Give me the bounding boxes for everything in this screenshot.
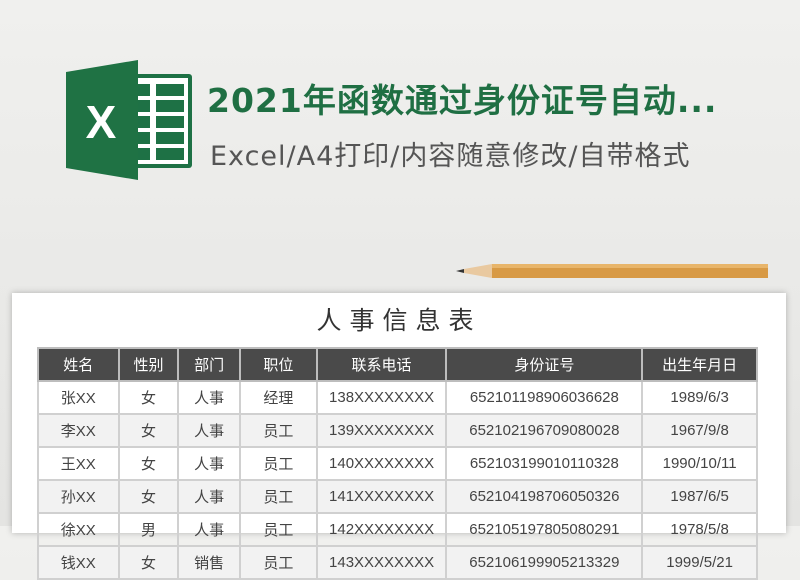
- table-cell: 人事: [177, 413, 242, 448]
- table-cell: 女: [117, 380, 180, 415]
- table-cell: 王XX: [37, 446, 120, 481]
- table-cell: 员工: [239, 446, 318, 481]
- table-cell: 女: [117, 545, 180, 580]
- table-cell: 1999/5/21: [641, 545, 758, 580]
- table-cell: 女: [117, 479, 180, 514]
- table-cell: 1978/5/8: [641, 512, 758, 547]
- table-row: 王XX 女人事 员工 140XXXXXXXX 652103199010110328 199…: [37, 446, 758, 481]
- table-cell: 1989/6/3: [641, 380, 758, 415]
- sheet-title: 人事信息表: [316, 306, 482, 335]
- column-header: 出生年月日: [641, 347, 758, 382]
- excel-logo-icon: X: [66, 60, 192, 180]
- table-cell: 652102196709080028: [445, 413, 644, 448]
- table-cell: 139XXXXXXXX: [315, 413, 448, 448]
- pencil-icon: [456, 264, 768, 278]
- table-cell: 141XXXXXXXX: [315, 479, 448, 514]
- table-cell: 李XX: [37, 413, 120, 448]
- table-cell: 人事: [177, 479, 242, 514]
- table-cell: 652106199905213329: [445, 545, 644, 580]
- table-cell: 652104198706050326: [445, 479, 644, 514]
- table-header-row: 姓名 性别 部门 职位 联系电话 身份证号 出生年月日: [37, 347, 758, 382]
- column-header: 性别: [117, 347, 180, 382]
- table-cell: 经理: [239, 380, 318, 415]
- column-header: 部门: [177, 347, 242, 382]
- table-cell: 员工: [239, 413, 318, 448]
- table-cell: 员工: [239, 479, 318, 514]
- table-cell: 1967/9/8: [641, 413, 758, 448]
- table-cell: 孙XX: [37, 479, 120, 514]
- svg-text:X: X: [86, 96, 117, 148]
- table-cell: 1990/10/11: [641, 446, 758, 481]
- table-cell: 143XXXXXXXX: [315, 545, 448, 580]
- table-row: 李XX 女人事 员工 139XXXXXXXX 652102196709080028 196…: [37, 413, 758, 448]
- table-cell: 人事: [177, 512, 242, 547]
- table-cell: 人事: [177, 446, 242, 481]
- page-title: 2021年函数通过身份证号自动...: [207, 81, 718, 120]
- table-cell: 女: [117, 446, 180, 481]
- column-header: 职位: [239, 347, 318, 382]
- table-row: 孙XX 女人事 员工 141XXXXXXXX 652104198706050326 198…: [37, 479, 758, 514]
- table-cell: 652105197805080291: [445, 512, 644, 547]
- employee-table: 姓名 性别 部门 职位 联系电话 身份证号 出生年月日 张XX 女人事 经理 138XXXXXXX…: [37, 347, 758, 580]
- table-cell: 140XXXXXXXX: [315, 446, 448, 481]
- table-row: 张XX 女人事 经理 138XXXXXXXX 652101198906036628 198…: [37, 380, 758, 415]
- table-cell: 张XX: [37, 380, 120, 415]
- column-header: 身份证号: [445, 347, 644, 382]
- table-row: 钱XX 女销售 员工 143XXXXXXXX 652106199905213329 199…: [37, 545, 758, 580]
- table-cell: 员工: [239, 512, 318, 547]
- table-cell: 男: [117, 512, 180, 547]
- spreadsheet-preview: 人事信息表 姓名 性别 部门 职位 联系电话 身份证号 出生年月日 张XX 女人事 经理 138X…: [12, 293, 786, 580]
- table-cell: 销售: [177, 545, 242, 580]
- table-cell: 人事: [177, 380, 242, 415]
- table-cell: 142XXXXXXXX: [315, 512, 448, 547]
- table-row: 徐XX 男人事 员工 142XXXXXXXX 652105197805080291 197…: [37, 512, 758, 547]
- table-cell: 员工: [239, 545, 318, 580]
- column-header: 姓名: [37, 347, 120, 382]
- table-cell: 652103199010110328: [445, 446, 644, 481]
- column-header: 联系电话: [315, 347, 448, 382]
- table-cell: 652101198906036628: [445, 380, 644, 415]
- page-subtitle: Excel/A4打印/内容随意修改/自带格式: [210, 141, 691, 172]
- table-cell: 女: [117, 413, 180, 448]
- table-cell: 1987/6/5: [641, 479, 758, 514]
- table-cell: 钱XX: [37, 545, 120, 580]
- table-cell: 138XXXXXXXX: [315, 380, 448, 415]
- table-cell: 徐XX: [37, 512, 120, 547]
